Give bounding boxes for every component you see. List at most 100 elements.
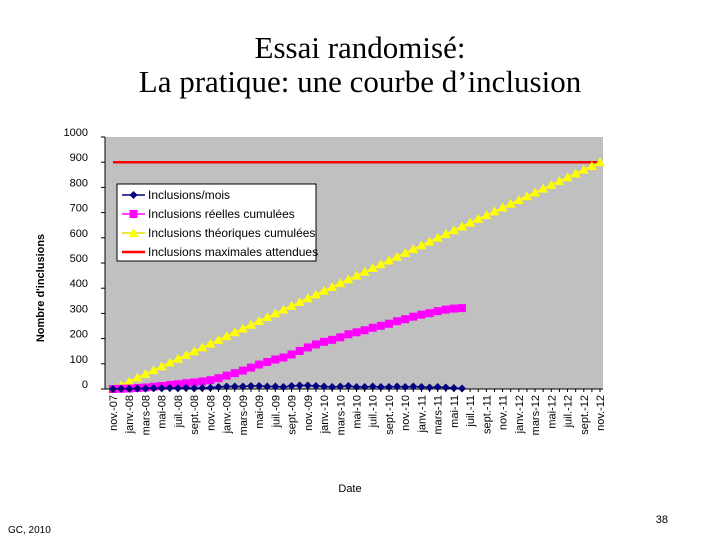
point — [440, 229, 451, 239]
y-tick-label: 700 — [70, 203, 88, 215]
point — [351, 270, 362, 280]
title-line: Essai randomisé: — [255, 30, 466, 65]
point — [393, 382, 402, 391]
x-tick-label: nov.-10 — [400, 395, 412, 431]
point — [148, 365, 159, 375]
title-line: La pratique: une courbe d’inclusion — [139, 64, 582, 99]
point — [441, 383, 450, 392]
point — [205, 338, 216, 348]
point — [279, 353, 288, 362]
x-tick-label: mars-12 — [530, 395, 542, 435]
point — [538, 183, 549, 193]
legend: Inclusions/mois Inclusions réelles cumulé… — [116, 183, 318, 262]
point — [117, 384, 126, 393]
x-tick-label: nov.-07 — [108, 395, 120, 431]
point — [328, 382, 337, 391]
x-tick-label: nov.-09 — [303, 395, 315, 431]
point — [417, 382, 426, 391]
x-tick-label: mars-11 — [433, 395, 445, 435]
point — [441, 305, 450, 314]
point — [286, 300, 297, 310]
point — [595, 157, 605, 167]
point — [311, 381, 320, 390]
point — [263, 382, 272, 391]
point — [271, 355, 280, 364]
point — [449, 383, 458, 392]
y-axis-title: Nombre d'inclusions — [35, 234, 47, 342]
x-tick-label: nov.-12 — [595, 395, 607, 431]
point — [172, 353, 183, 363]
x-tick-label: janv.-11 — [416, 395, 428, 434]
x-tick-label: mars-08 — [140, 395, 152, 435]
point — [279, 382, 288, 391]
point — [206, 376, 215, 385]
point — [408, 244, 419, 254]
point — [246, 363, 255, 372]
point — [237, 323, 248, 333]
x-tick-label: mai-09 — [254, 395, 266, 429]
point — [376, 321, 385, 330]
point — [368, 323, 377, 332]
point — [433, 307, 442, 316]
point — [489, 206, 500, 216]
point — [384, 382, 393, 391]
point — [352, 382, 361, 391]
point — [255, 360, 264, 369]
point — [295, 346, 304, 355]
y-tick-label: 400 — [70, 278, 88, 290]
x-tick-label: nov.-11 — [498, 395, 510, 430]
y-tick-label: 300 — [70, 303, 88, 315]
x-tick-label: juil.-12 — [563, 395, 575, 428]
point — [230, 382, 239, 391]
x-tick-label: juil.-10 — [368, 395, 380, 428]
y-tick-label: 100 — [70, 354, 88, 366]
point — [124, 376, 135, 386]
y-tick-label: 900 — [70, 152, 88, 164]
point — [214, 374, 223, 383]
point — [384, 319, 393, 328]
x-tick-label: mai-11 — [449, 395, 461, 428]
point — [344, 330, 353, 339]
point — [409, 382, 418, 391]
point — [198, 383, 207, 392]
point — [190, 378, 199, 387]
point — [473, 213, 484, 223]
point — [360, 382, 369, 391]
point — [311, 340, 320, 349]
x-tick-label: mars-10 — [335, 395, 347, 435]
point — [238, 382, 247, 391]
point — [206, 383, 215, 392]
point — [336, 382, 345, 391]
point — [401, 315, 410, 324]
point — [140, 368, 151, 378]
y-tick-label: 1000 — [64, 127, 88, 139]
point — [554, 176, 565, 186]
point — [432, 232, 443, 242]
point — [392, 251, 403, 261]
point — [335, 278, 346, 288]
x-tick-label: juil.-11 — [465, 395, 477, 428]
point — [417, 310, 426, 319]
point — [530, 187, 541, 197]
x-tick-label: mai-08 — [157, 395, 169, 429]
point — [505, 198, 516, 208]
point — [481, 210, 492, 220]
point — [359, 266, 370, 276]
y-tick-label: 500 — [70, 253, 88, 265]
point — [336, 333, 345, 342]
point — [401, 382, 410, 391]
point — [214, 382, 223, 391]
point — [294, 297, 305, 307]
point — [156, 361, 167, 371]
point — [433, 382, 442, 391]
legend-label: Inclusions maximales attendues — [148, 245, 318, 259]
point — [262, 312, 273, 322]
point — [458, 304, 467, 313]
point — [125, 384, 134, 393]
x-tick-label: mai-10 — [352, 395, 364, 429]
point — [376, 382, 385, 391]
point — [497, 202, 508, 212]
x-tick-label: sept.-09 — [287, 395, 299, 435]
y-tick-label: 0 — [82, 379, 88, 391]
